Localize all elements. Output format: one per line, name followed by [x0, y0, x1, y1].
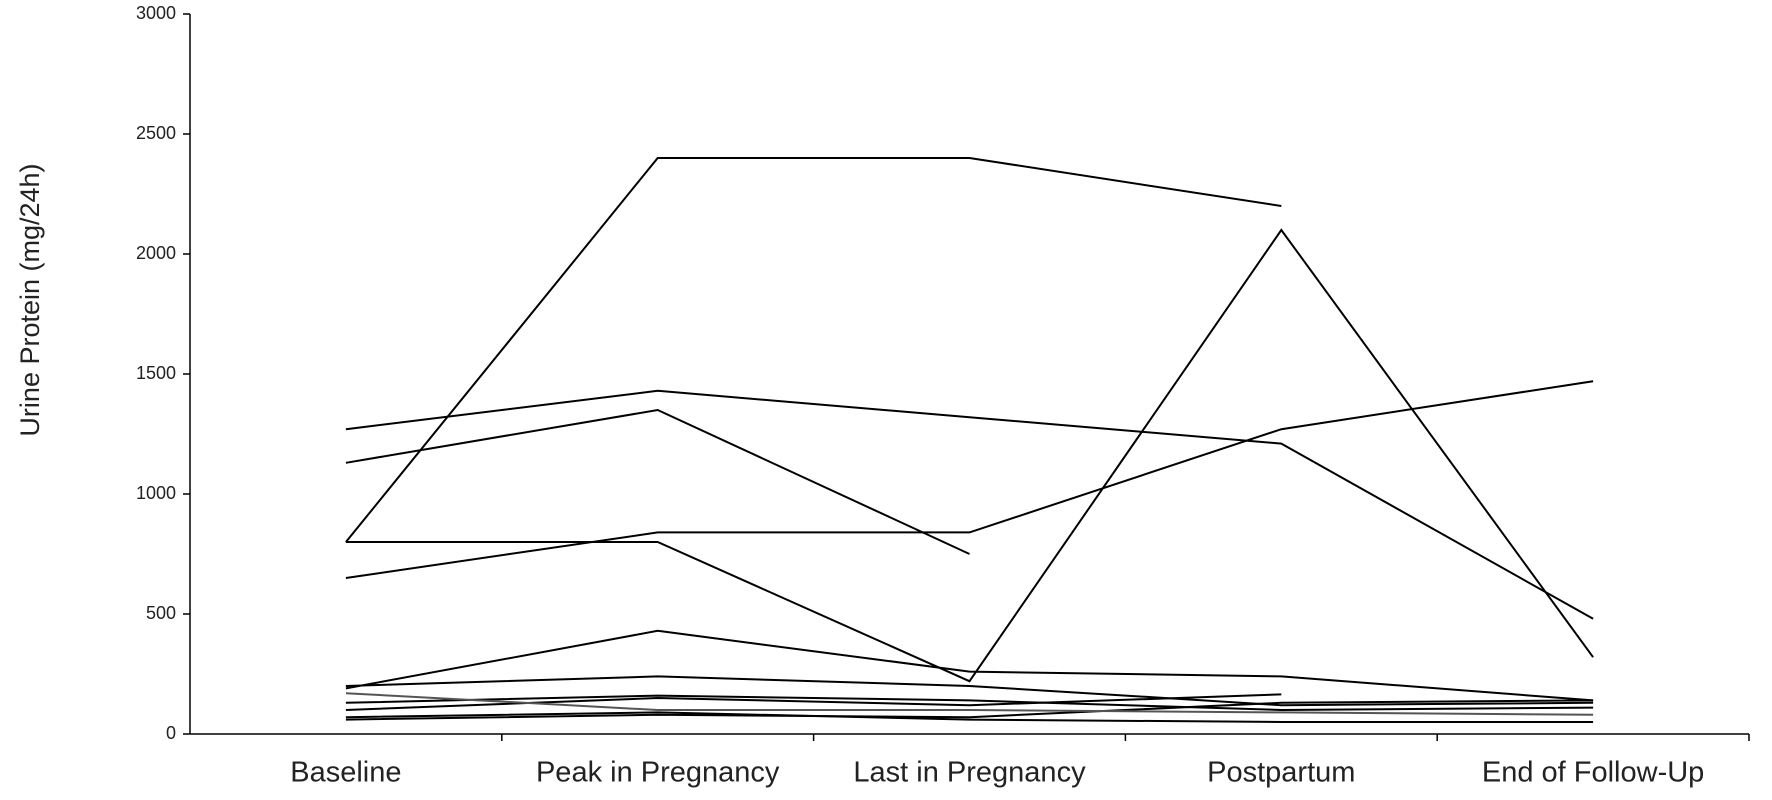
- y-tick-label: 1000: [136, 483, 176, 503]
- series-line: [345, 389, 1594, 620]
- series-line: [345, 699, 1594, 721]
- x-tick-label: Peak in Pregnancy: [536, 757, 780, 789]
- series-line: [345, 408, 970, 555]
- series-line: [345, 675, 1594, 707]
- y-tick-label: 0: [166, 723, 176, 743]
- y-axis-label: Urine Protein (mg/24h): [15, 163, 45, 436]
- x-tick-label: End of Follow-Up: [1482, 757, 1704, 789]
- y-tick-label: 2500: [136, 123, 176, 143]
- series-line: [345, 380, 1594, 579]
- x-tick-label: Last in Pregnancy: [853, 757, 1086, 789]
- x-tick-label: Postpartum: [1207, 757, 1355, 789]
- series-line: [345, 694, 1594, 712]
- series-line: [345, 157, 1282, 543]
- x-tick-label: Baseline: [290, 757, 401, 789]
- series-line: [345, 692, 1594, 716]
- y-tick-label: 1500: [136, 363, 176, 383]
- y-tick-label: 500: [146, 603, 176, 623]
- y-tick-label: 2000: [136, 243, 176, 263]
- series-line: [345, 693, 1282, 711]
- series-line: [345, 228, 1594, 683]
- series-line: [345, 629, 1594, 702]
- series-line: [345, 711, 1594, 723]
- y-tick-label: 3000: [136, 3, 176, 23]
